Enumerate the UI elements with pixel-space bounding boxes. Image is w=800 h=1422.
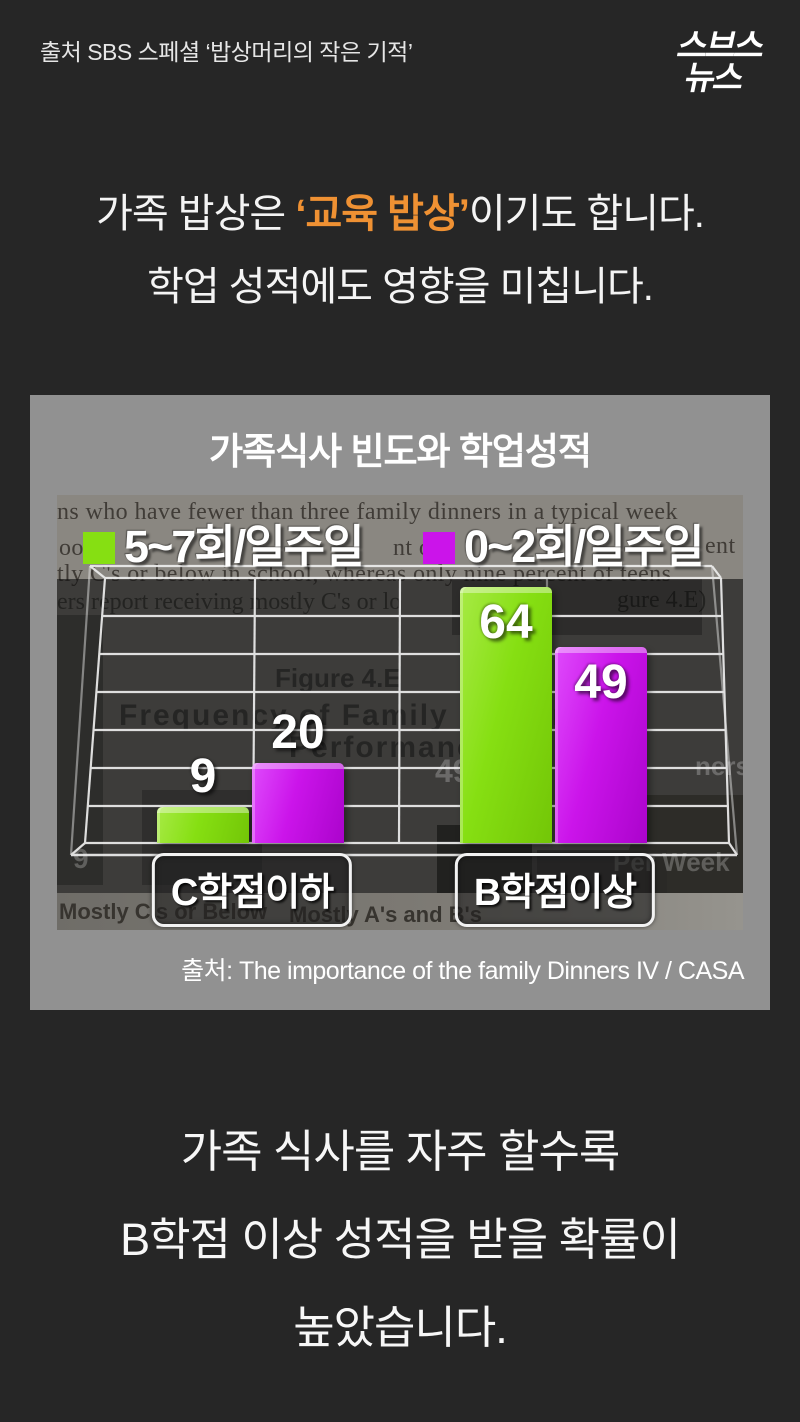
headline-line1-pre: 가족 밥상은 — [96, 192, 296, 236]
ghost-figure-caption: Figure 4.E — [275, 663, 401, 693]
category-label-box: C학점이하 — [151, 853, 353, 927]
headline-line1-post: 이기도 합니다. — [468, 192, 705, 236]
document-text-fragment: ent — [705, 533, 736, 559]
shadow-block — [57, 615, 103, 885]
legend-label: 5~7회/일주일 — [124, 521, 364, 572]
caption-line-2: B학점 이상 성적을 받을 확률이 — [120, 1214, 681, 1265]
document-text-line: ns who have fewer than three family dinn… — [57, 499, 678, 525]
document-text-fragment: gure 4.E) — [617, 587, 707, 613]
bar-top-highlight — [555, 647, 647, 653]
chart-source: 출처: The importance of the family Dinners… — [181, 957, 744, 985]
logo-line-2: 뉴스 — [681, 59, 746, 97]
chart-title: 가족식사 빈도와 학업성적 — [209, 431, 592, 472]
caption: 가족 식사를 자주 할수록 B학점 이상 성적을 받을 확률이 높았습니다. — [0, 1108, 800, 1372]
bar-value-label: 9 — [189, 750, 217, 803]
bar-C학점이하-0~2회/일주일 — [252, 763, 344, 843]
ghost-text: ners — [695, 751, 743, 781]
bar-B학점이상-0~2회/일주일 — [555, 647, 647, 843]
bar-C학점이하-5~7회/일주일 — [157, 807, 249, 843]
category-label-box: B학점이상 — [454, 853, 656, 927]
document-text-line: ers report receiving mostly C's or lo — [57, 589, 402, 615]
bar-B학점이상-5~7회/일주일 — [460, 587, 552, 843]
ghost-chart-subtitle: Performance — [289, 731, 495, 764]
caption-line-1: 가족 식사를 자주 할수록 — [180, 1126, 621, 1177]
bar-value-label: 64 — [479, 596, 533, 649]
headline-highlight: ‘교육 밥상’ — [295, 192, 470, 236]
bar-value-label: 49 — [574, 656, 628, 709]
headline-line-1: 가족 밥상은 ‘교육 밥상’이기도 합니다. — [0, 178, 800, 251]
legend-item: 0~2회/일주일 — [423, 521, 704, 572]
chart-panel: 가족식사 빈도와 학업성적 ns who have fewer than thr… — [30, 395, 770, 1010]
bar-top-highlight — [157, 807, 249, 813]
bar-top-highlight — [252, 763, 344, 769]
headline: 가족 밥상은 ‘교육 밥상’이기도 합니다. 학업 성적에도 영향을 미칩니다. — [0, 178, 800, 324]
legend-item: 5~7회/일주일 — [83, 521, 364, 572]
subusu-news-logo: 스브스 뉴스 — [655, 27, 779, 97]
caption-line-3: 높았습니다. — [293, 1302, 508, 1353]
top-source-text: 출처 SBS 스페셜 ‘밥상머리의 작은 기적’ — [40, 39, 413, 65]
logo-line-1: 스브스 — [674, 27, 768, 64]
chart-photo: ns who have fewer than three family dinn… — [57, 495, 743, 930]
legend-label: 0~2회/일주일 — [464, 521, 704, 572]
bar-top-highlight — [460, 587, 552, 593]
headline-line-2: 학업 성적에도 영향을 미칩니다. — [147, 265, 654, 309]
bar-value-label: 20 — [271, 706, 325, 759]
legend-swatch — [83, 532, 115, 564]
legend-swatch — [423, 532, 455, 564]
